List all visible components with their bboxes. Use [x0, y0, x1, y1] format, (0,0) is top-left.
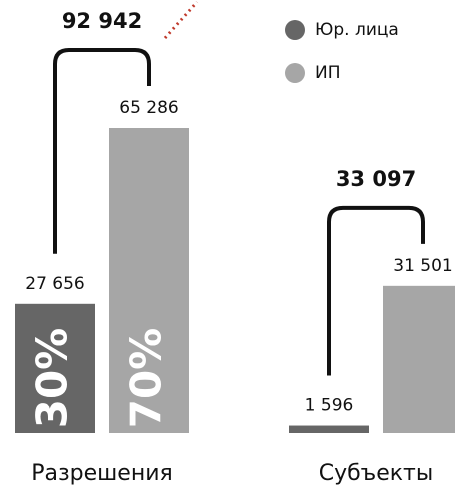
percent-label: 70% — [122, 328, 171, 429]
value-label: 27 656 — [25, 274, 84, 294]
percent-label: 30% — [28, 328, 77, 429]
bar — [383, 285, 455, 433]
legend-label: ИП — [315, 63, 341, 83]
total-bracket — [327, 205, 425, 376]
category-label: Субъекты — [319, 461, 434, 486]
total-label: 92 942 — [62, 9, 142, 33]
bar — [109, 128, 189, 433]
bar — [15, 303, 95, 433]
decor-dots — [163, 1, 199, 39]
total-label: 33 097 — [336, 167, 416, 191]
value-label: 1 596 — [305, 396, 354, 416]
total-bracket — [53, 48, 151, 254]
category-label: Разрешения — [31, 461, 173, 486]
value-label: 31 501 — [393, 256, 452, 276]
legend-swatch — [285, 20, 305, 40]
value-label: 65 286 — [119, 98, 178, 118]
legend-swatch — [285, 63, 305, 83]
bar — [289, 425, 369, 433]
legend-label: Юр. лица — [315, 20, 399, 40]
